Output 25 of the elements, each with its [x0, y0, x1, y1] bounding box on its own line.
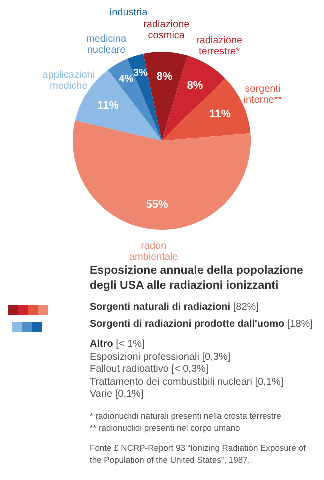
data-label: 55% [146, 198, 169, 211]
data-label: 3% [133, 68, 148, 79]
text: Esposizioni professionali [0,3%] [90, 352, 231, 362]
text: Sorgenti di radiazioni prodotte dall'uomo [18%] [90, 318, 313, 330]
text: ** radionuclidi presenti nel corpo umano [90, 422, 240, 432]
text: * radionuclidi naturali presenti nella crosta terrestre [90, 410, 282, 420]
data-label: 11% [210, 108, 232, 120]
slice-label: medicina nucleare [86, 34, 127, 56]
text: Trattamento dei combustibili nucleari [0,1%] [90, 376, 284, 388]
slice-label: applicazioni mediche [42, 70, 96, 92]
slice-label: sorgenti interne** [244, 84, 282, 106]
text: Esposizione annuale della popolazione degli USA alle radiazioni ionizzanti [90, 264, 304, 294]
data-label: 8% [156, 71, 173, 84]
slice-label: industria [110, 7, 148, 18]
slice-label: radiazione terrestre* [196, 35, 244, 58]
text: Fallout radioattivo [< 0,3%] [90, 364, 209, 375]
text: Altro [< 1%] [90, 339, 145, 350]
slice-label: radon ambientale [129, 240, 179, 263]
data-label: 8% [187, 80, 204, 92]
text: Sorgenti naturali di radiazioni [82%] [90, 302, 259, 313]
source-note: Fonte £ NCRP-Report 93 “Ionizing Radiation Exposure of the Population of the United States”, 1987. [90, 442, 306, 464]
data-label: 11% [98, 100, 120, 112]
text: Varie [0,1%] [90, 389, 144, 400]
slice-label: radiazione cosmica [144, 19, 190, 42]
data-label: 4% [119, 74, 134, 86]
